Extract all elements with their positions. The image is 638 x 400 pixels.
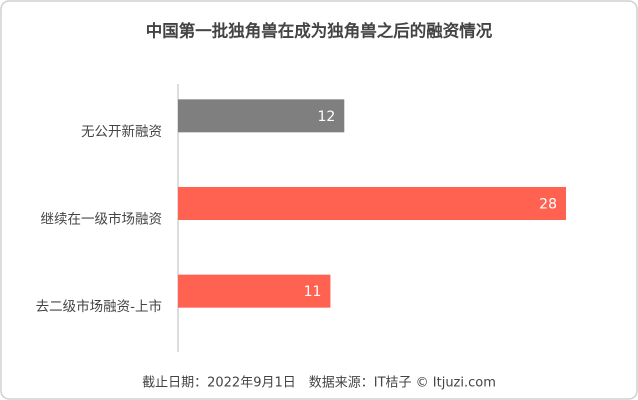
bar [178,187,566,220]
y-tick-label: 继续在一级市场融资 [41,211,163,228]
value-label: 28 [539,197,557,213]
chart-title: 中国第一批独角兽在成为独角兽之后的融资情况 [146,21,493,41]
footer: 截止日期：2022年9月1日 数据来源：IT桔子 © Itjuzi.com [142,376,496,391]
y-tick-label: 无公开新融资 [81,124,162,140]
y-tick-label: 去二级市场融资-上市 [36,298,162,315]
bar [178,274,331,308]
value-label: 12 [317,109,335,125]
value-label: 11 [304,284,322,300]
bar [178,99,345,133]
